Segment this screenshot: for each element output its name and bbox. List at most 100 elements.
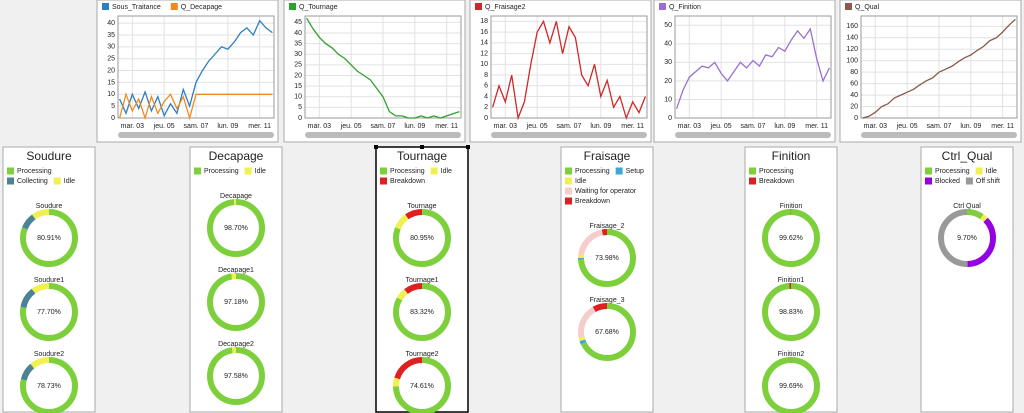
legend-swatch: [615, 167, 623, 175]
y-tick-label: 20: [107, 67, 115, 74]
legend-swatch: [430, 167, 438, 175]
legend-item: Idle: [430, 167, 452, 175]
x-tick-label: mar. 03: [494, 123, 517, 130]
donut-segment: [20, 209, 78, 267]
legend-item: Processing: [565, 167, 610, 175]
legend-label: Sous_Traitance: [112, 4, 161, 11]
legend-item: Waiting for operator: [565, 187, 637, 195]
x-tick-label: jeu. 05: [340, 123, 362, 130]
legend-item: Breakdown: [749, 177, 794, 185]
donut-segment: [578, 229, 636, 287]
donut-name: Fraisage_3: [589, 297, 624, 304]
donut-segment: [762, 283, 820, 341]
donut-name: Finition1: [778, 277, 805, 284]
y-tick-label: 16: [480, 29, 488, 36]
donut-center-label: 80.95%: [410, 235, 434, 242]
panel: [560, 146, 654, 413]
scrollbar: [675, 132, 831, 138]
legend-swatch: [380, 167, 387, 175]
y-tick-label: 20: [664, 78, 672, 85]
y-tick-label: 20: [850, 103, 858, 110]
donut-center-label: 99.62%: [779, 235, 803, 242]
panel-title: Decapage: [209, 149, 264, 163]
legend-swatch: [102, 3, 109, 10]
donut-name: Soudure1: [34, 277, 64, 284]
x-tick-label: sam. 07: [927, 123, 952, 130]
legend-item: Collecting: [7, 177, 48, 185]
x-tick-label: sam. 07: [741, 123, 766, 130]
y-tick-label: 14: [480, 40, 488, 47]
legend-label: Idle: [986, 168, 997, 175]
y-tick-label: 140: [846, 35, 858, 42]
donut-name: Decapage: [220, 193, 252, 200]
x-tick-label: mar. 03: [678, 123, 701, 130]
legend-label: Breakdown: [390, 178, 425, 185]
donut-segment: [393, 357, 451, 413]
plot-frame: [674, 15, 832, 119]
legend-swatch: [975, 167, 983, 175]
legend-item: Off shift: [965, 177, 1000, 185]
legend-item: Setup: [615, 167, 644, 175]
series-line: [862, 18, 1016, 119]
series-line: [491, 19, 647, 121]
donut-center-label: 83.32%: [410, 309, 434, 316]
legend-swatch: [380, 177, 387, 185]
donut-segment: [207, 273, 265, 331]
chart-panel: [283, 0, 466, 143]
donut-segment: [20, 357, 78, 413]
panel-title: Finition: [772, 149, 811, 163]
y-tick-label: 35: [107, 32, 115, 39]
legend-item: Blocked: [925, 177, 960, 185]
y-tick-label: 100: [846, 58, 858, 65]
y-tick-label: 10: [664, 96, 672, 103]
donut-segment: [578, 229, 636, 287]
x-tick-label: mar. 03: [308, 123, 331, 130]
legend-label: Off shift: [976, 178, 1000, 185]
x-tick-label: lun. 09: [404, 123, 425, 130]
scrollbar: [861, 132, 1017, 138]
x-tick-label: lun. 09: [774, 123, 795, 130]
donut-segment: [762, 357, 820, 413]
x-tick-label: mer. 11: [621, 123, 644, 130]
legend-swatch: [475, 3, 482, 10]
panel: [744, 146, 838, 413]
legend-swatch: [7, 167, 14, 175]
legend-item: Processing: [7, 167, 52, 175]
selection-handle: [466, 145, 470, 149]
x-tick-label: jeu. 05: [896, 123, 918, 130]
panel-title: Soudure: [26, 149, 72, 163]
legend-label: Idle: [255, 168, 266, 175]
legend-label: Idle: [441, 168, 452, 175]
x-tick-label: jeu. 05: [153, 123, 175, 130]
legend-label: Blocked: [935, 178, 960, 185]
legend-label: Q_Finition: [669, 4, 701, 11]
series-line: [675, 27, 830, 109]
legend-label: Idle: [575, 178, 586, 185]
donut-center-label: 67.68%: [595, 329, 619, 336]
donut-name: Fraisage_2: [589, 223, 624, 230]
x-tick-label: mar. 03: [864, 123, 887, 130]
series-line: [306, 17, 460, 119]
legend-swatch: [965, 177, 973, 185]
legend-label: Waiting for operator: [575, 188, 637, 195]
panel: [920, 146, 1014, 413]
x-tick-label: jeu. 05: [526, 123, 548, 130]
y-tick-label: 15: [294, 83, 302, 90]
x-tick-label: lun. 09: [590, 123, 611, 130]
legend-item: Breakdown: [380, 177, 425, 185]
legend-label: Setup: [626, 168, 644, 175]
x-tick-label: sam. 07: [557, 123, 582, 130]
panel-title: Tournage: [397, 149, 447, 163]
legend-swatch: [749, 177, 756, 185]
legend-label: Processing: [17, 168, 52, 175]
donut-center-label: 77.70%: [37, 309, 61, 316]
legend-swatch: [194, 167, 201, 175]
donut-center-label: 98.83%: [779, 309, 803, 316]
legend-swatch: [565, 187, 572, 195]
legend-swatch: [565, 177, 572, 185]
legend-label: Processing: [390, 168, 425, 175]
y-tick-label: 80: [850, 69, 858, 76]
chart-panel: [653, 0, 836, 143]
donut-name: Decapage1: [218, 267, 254, 274]
